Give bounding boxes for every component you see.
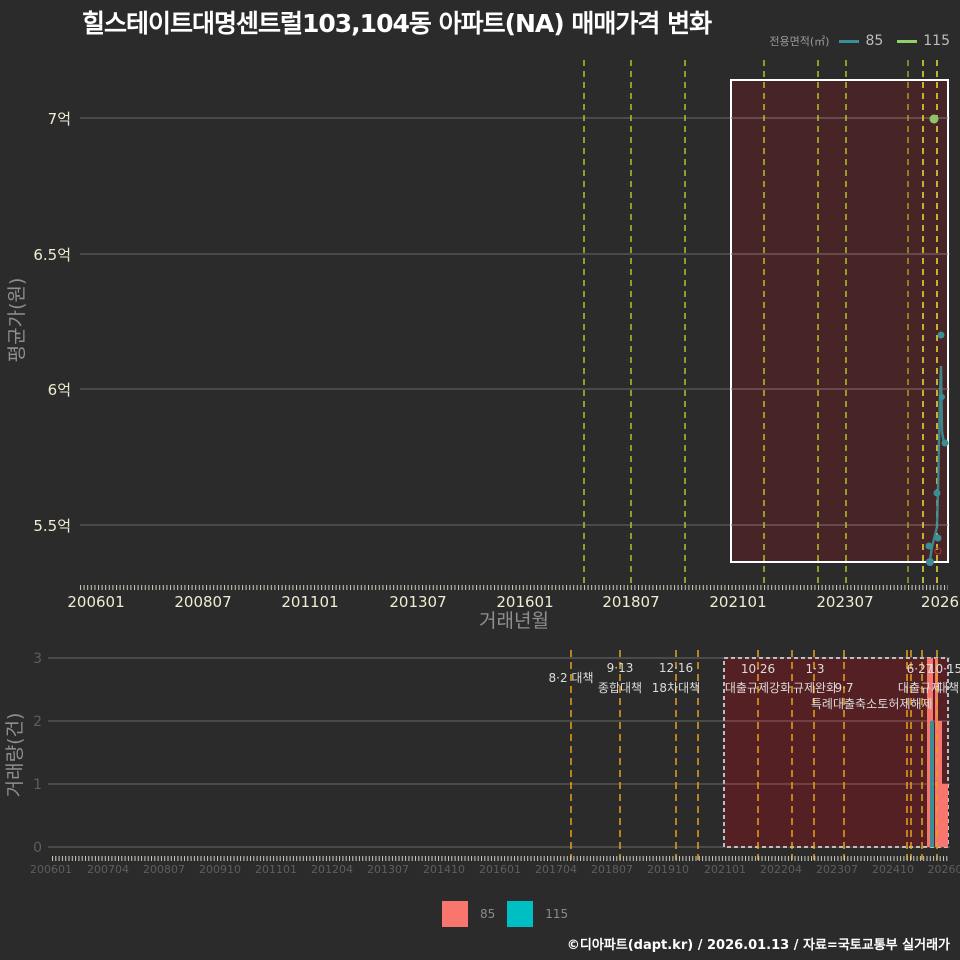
annotation-label: 토허제해제 bbox=[877, 697, 932, 711]
y-tick-0: 0 bbox=[33, 840, 42, 856]
legend-top: 전용면적(㎡) 85 115 bbox=[769, 33, 950, 49]
x-tick: 202307 bbox=[816, 593, 873, 611]
price-y-axis-title: 평균가(원) bbox=[6, 278, 28, 363]
annotation-label: 8·2 대책 bbox=[549, 670, 594, 685]
x-tick: 202101 bbox=[709, 593, 766, 611]
x-tick: 201704 bbox=[535, 863, 577, 876]
x-tick: 200807 bbox=[174, 593, 231, 611]
y-tick-3: 3 bbox=[33, 651, 42, 667]
series-85-line bbox=[925, 331, 949, 566]
price-x-axis-title: 거래년월 bbox=[479, 610, 549, 632]
annotation-date: 10·15 bbox=[928, 662, 960, 676]
annotation-label: 18차대책 bbox=[652, 680, 700, 695]
bar-85 bbox=[938, 721, 942, 847]
annotation-date: 6·27 bbox=[907, 662, 934, 676]
annotation-date: 10·26 bbox=[741, 662, 775, 676]
legend-swatch-115 bbox=[507, 901, 534, 927]
annotation-date: 12·16 bbox=[659, 661, 693, 675]
annotation-date: 9·7 bbox=[834, 681, 853, 695]
legend-swatch-115 bbox=[897, 39, 918, 43]
volume-x-tick-marks bbox=[52, 856, 948, 861]
x-tick: 201601 bbox=[479, 863, 521, 876]
volume-policy-lines bbox=[570, 650, 938, 860]
annotation-label: 규제완화 bbox=[793, 681, 837, 695]
legend-label-115: 115 bbox=[923, 33, 950, 49]
x-tick: 200601 bbox=[67, 593, 124, 611]
x-tick: 201601 bbox=[496, 593, 553, 611]
footer-credit: ©디아파트(dapt.kr) / 2026.01.13 / 자료=국토교통부 실… bbox=[566, 938, 950, 953]
bar-115 bbox=[930, 721, 934, 847]
legend-swatch-85 bbox=[442, 901, 468, 927]
x-tick: 201101 bbox=[255, 863, 297, 876]
price-chart: 7억 6.5억 6억 5.5억 200601 200807 201101 201… bbox=[6, 60, 959, 632]
annotation-label: 특례대출축소 bbox=[811, 697, 877, 711]
x-tick: 200704 bbox=[87, 863, 129, 876]
legend-swatch-85 bbox=[839, 39, 860, 43]
legend-title: 전용면적(㎡) bbox=[769, 35, 830, 48]
x-tick: 20260 bbox=[928, 863, 960, 876]
annotation-label: 대책 bbox=[937, 680, 959, 695]
x-tick: 202410 bbox=[872, 863, 914, 876]
x-tick: 201807 bbox=[591, 863, 633, 876]
x-tick: 200807 bbox=[143, 863, 185, 876]
legend-bottom: 85 115 bbox=[442, 901, 580, 927]
y-tick-6.5: 6.5억 bbox=[33, 246, 71, 264]
x-tick: 202204 bbox=[760, 863, 802, 876]
price-x-tick-marks bbox=[80, 585, 948, 590]
y-tick-6: 6억 bbox=[48, 381, 71, 399]
annotation-date: 1·3 bbox=[805, 662, 824, 676]
series-115-point bbox=[929, 114, 939, 124]
x-tick: 202101 bbox=[704, 863, 746, 876]
x-tick: 201101 bbox=[281, 593, 338, 611]
chart-title: 힐스테이트대명센트럴103,104동 아파트(NA) 매매가격 변화 bbox=[82, 9, 712, 38]
annotation-label: 종합대책 bbox=[598, 680, 642, 695]
price-highlight-region bbox=[730, 79, 949, 563]
x-tick: 201307 bbox=[389, 593, 446, 611]
bar-85 bbox=[942, 784, 948, 847]
y-tick-5.5: 5.5억 bbox=[33, 517, 71, 535]
legend-label-85: 85 bbox=[865, 33, 884, 49]
annotation-label: 대출규제 bbox=[898, 681, 942, 695]
annotation-label: 대출규제강화 bbox=[725, 681, 791, 695]
volume-chart: 8·2 대책 9·13 종합대책 12·16 18차대책 10·26 대출규제강… bbox=[4, 650, 960, 876]
legend-label-115: 115 bbox=[545, 907, 569, 921]
y-tick-2: 2 bbox=[33, 714, 42, 730]
volume-y-axis-title: 거래량(건) bbox=[4, 713, 26, 798]
x-tick: 2026 bbox=[921, 593, 959, 611]
annotation-date: 9·13 bbox=[607, 661, 634, 675]
y-tick-7: 7억 bbox=[48, 110, 71, 128]
x-tick: 201910 bbox=[647, 863, 689, 876]
x-tick: 201410 bbox=[423, 863, 465, 876]
x-tick: 201307 bbox=[367, 863, 409, 876]
x-tick: 200601 bbox=[30, 863, 72, 876]
x-tick: 201807 bbox=[602, 593, 659, 611]
x-tick: 201204 bbox=[311, 863, 353, 876]
x-tick: 200910 bbox=[199, 863, 241, 876]
x-tick: 202307 bbox=[816, 863, 858, 876]
y-tick-1: 1 bbox=[33, 777, 42, 793]
legend-label-85: 85 bbox=[480, 907, 496, 921]
